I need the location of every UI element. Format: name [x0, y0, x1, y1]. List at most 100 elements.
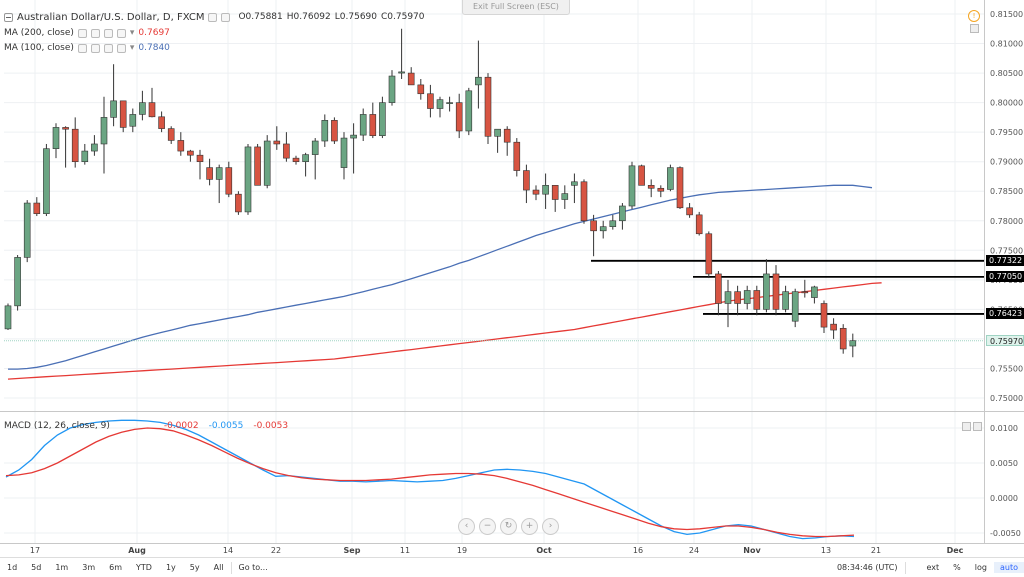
date-tick-label: Sep — [344, 546, 361, 555]
candle-body — [667, 167, 674, 190]
more-icon[interactable] — [116, 28, 126, 38]
ohlc-close: C0.75970 — [381, 12, 425, 22]
pane-maximize-icon[interactable] — [973, 422, 982, 431]
candle-body — [551, 185, 559, 200]
date-tick-label: 17 — [30, 546, 40, 555]
scroll-right-icon[interactable]: › — [542, 518, 559, 535]
candle-body — [263, 140, 271, 186]
auto-button[interactable]: auto — [993, 562, 1024, 573]
candle-body — [772, 273, 780, 310]
range-1y-button[interactable]: 1y — [165, 563, 176, 572]
candle-body — [455, 102, 463, 132]
candle-body — [590, 220, 597, 232]
reset-icon[interactable]: ↻ — [500, 518, 517, 535]
collapse-icon[interactable] — [4, 12, 13, 22]
candle-body — [311, 140, 319, 155]
visibility-icon[interactable] — [77, 43, 87, 53]
candle-body — [33, 202, 41, 214]
date-tick-label: 24 — [689, 546, 699, 555]
zoom-in-icon[interactable]: + — [521, 518, 538, 535]
price-tick-label: 0.79500 — [990, 128, 1023, 137]
remove-icon[interactable] — [103, 43, 113, 53]
date-tick-label: 14 — [223, 546, 233, 555]
candle-body — [494, 128, 501, 137]
chevron-down-icon[interactable]: ▾ — [129, 43, 135, 53]
candle-body — [734, 291, 741, 304]
scroll-left-icon[interactable]: ‹ — [458, 518, 475, 535]
range-5y-button[interactable]: 5y — [189, 563, 200, 572]
settings-icon[interactable] — [90, 43, 100, 53]
goto-button[interactable]: Go to... — [238, 563, 268, 572]
date-tick-label: 16 — [633, 546, 643, 555]
candle-body — [465, 90, 473, 132]
candle-body — [407, 72, 415, 86]
macd-signal-line — [5, 427, 855, 538]
candle-body — [609, 220, 617, 227]
price-tick-label: 0.78500 — [990, 187, 1023, 196]
candle-body — [321, 120, 329, 142]
ohlc-high: H0.76092 — [286, 12, 331, 22]
date-tick-label: 22 — [271, 546, 281, 555]
date-tick-label: 21 — [871, 546, 881, 555]
candle-body — [676, 167, 684, 209]
ma200-legend[interactable]: MA (200, close) ▾ 0.7697 — [4, 26, 170, 40]
more-icon[interactable] — [116, 43, 126, 53]
candle-body — [129, 114, 137, 127]
percent-button[interactable]: % — [953, 563, 961, 572]
candle-body — [619, 205, 626, 222]
visibility-icon[interactable] — [77, 28, 87, 38]
candle-body — [523, 170, 530, 191]
settings-icon[interactable] — [90, 28, 100, 38]
range-all-button[interactable]: All — [213, 563, 224, 572]
range-ytd-button[interactable]: YTD — [136, 563, 152, 572]
candle-body — [628, 165, 636, 207]
candle-body — [542, 185, 549, 195]
candle-body — [791, 291, 799, 322]
settings-icon[interactable] — [221, 12, 231, 22]
candle-body — [599, 226, 607, 232]
candle-body — [43, 148, 50, 214]
clock-time[interactable]: 08:34:46 (UTC) — [836, 563, 898, 572]
candle-body — [705, 233, 713, 275]
ext-button[interactable]: ext — [926, 563, 940, 572]
ma100-legend[interactable]: MA (100, close) ▾ 0.7840 — [4, 41, 170, 55]
range-1d-button[interactable]: 1d — [7, 563, 18, 572]
log-button[interactable]: log — [974, 563, 987, 572]
price-tick-label: 0.80500 — [990, 69, 1023, 78]
candle-body — [71, 128, 79, 162]
macd-hist-value: -0.0002 — [163, 421, 199, 431]
candle-body — [91, 143, 98, 152]
candle-body — [196, 154, 204, 162]
candle-body — [484, 76, 492, 137]
price-pane[interactable]: 0.81500 0.81000 0.80500 0.80000 0.79500 0.790… — [0, 0, 1024, 412]
candle-body — [657, 187, 665, 192]
candle-body — [801, 291, 809, 294]
candle-body — [158, 116, 165, 129]
price-tick-label: 0.75000 — [990, 394, 1023, 403]
candle-body — [446, 102, 453, 104]
range-5d-button[interactable]: 5d — [31, 563, 42, 572]
candle-body — [830, 323, 837, 331]
range-6m-button[interactable]: 6m — [109, 563, 123, 572]
symbol-title[interactable]: Australian Dollar/U.S. Dollar, D, FXCM — [17, 11, 205, 23]
bottom-toolbar: 1d 5d 1m 3m 6m YTD 1y 5y All Go to... 08… — [0, 557, 1024, 577]
exit-fullscreen-button[interactable]: Exit Full Screen (ESC) — [462, 0, 570, 15]
candle-body — [427, 93, 434, 109]
range-3m-button[interactable]: 3m — [82, 563, 96, 572]
remove-icon[interactable] — [103, 28, 113, 38]
zoom-out-icon[interactable]: − — [479, 518, 496, 535]
candle-body — [724, 291, 732, 304]
visibility-icon[interactable] — [208, 12, 218, 22]
candle-body — [177, 140, 185, 152]
candle-body — [811, 286, 818, 298]
pane-up-icon[interactable] — [962, 422, 971, 431]
date-tick-label: Nov — [743, 546, 761, 555]
candle-body — [23, 202, 31, 258]
maximize-icon[interactable] — [970, 24, 979, 33]
macd-legend[interactable]: MACD (12, 26, close, 9) -0.0002 -0.0055 … — [4, 419, 288, 433]
candle-body — [763, 273, 770, 310]
range-1m-button[interactable]: 1m — [55, 563, 69, 572]
alert-icon[interactable]: ! — [968, 10, 980, 22]
chevron-down-icon[interactable]: ▾ — [129, 28, 135, 38]
